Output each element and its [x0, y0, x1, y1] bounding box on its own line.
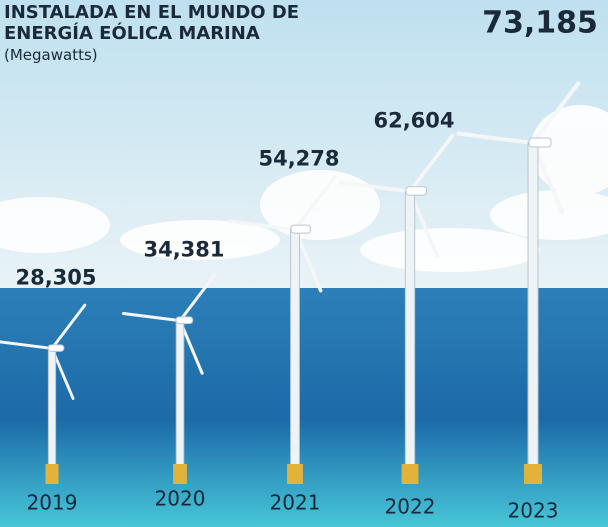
x-tick-label: 2019 [27, 491, 78, 515]
nacelle [291, 225, 310, 233]
tower [405, 191, 414, 478]
nacelle [176, 317, 193, 324]
base [173, 464, 187, 484]
value-label: 28,305 [15, 265, 96, 289]
nacelle [529, 138, 551, 147]
base [524, 464, 542, 484]
value-label: 54,278 [258, 147, 339, 171]
x-tick-label: 2022 [385, 495, 436, 519]
chart-title: INSTALADA EN EL MUNDO DE ENERGÍA EÓLICA … [4, 2, 314, 44]
nacelle [406, 187, 427, 195]
value-label: 62,604 [373, 108, 454, 132]
chart: 28,305 2019 34,381 2020 54,278 2021 62,604 2022… [0, 0, 608, 527]
tower [48, 348, 55, 478]
chart-canvas: 28,305 2019 34,381 2020 54,278 2021 62,604 2022… [0, 0, 608, 527]
base [402, 464, 419, 484]
x-tick-label: 2020 [155, 487, 206, 511]
tower [291, 230, 300, 478]
base [45, 464, 58, 484]
tower [528, 143, 538, 478]
nacelle [48, 345, 64, 352]
x-tick-label: 2023 [508, 499, 559, 523]
chart-subtitle: (Megawatts) [4, 46, 98, 64]
base [287, 464, 303, 484]
tower [176, 321, 184, 478]
value-label: 34,381 [143, 238, 224, 262]
x-tick-label: 2021 [270, 491, 321, 515]
value-label: 73,185 [482, 6, 598, 41]
